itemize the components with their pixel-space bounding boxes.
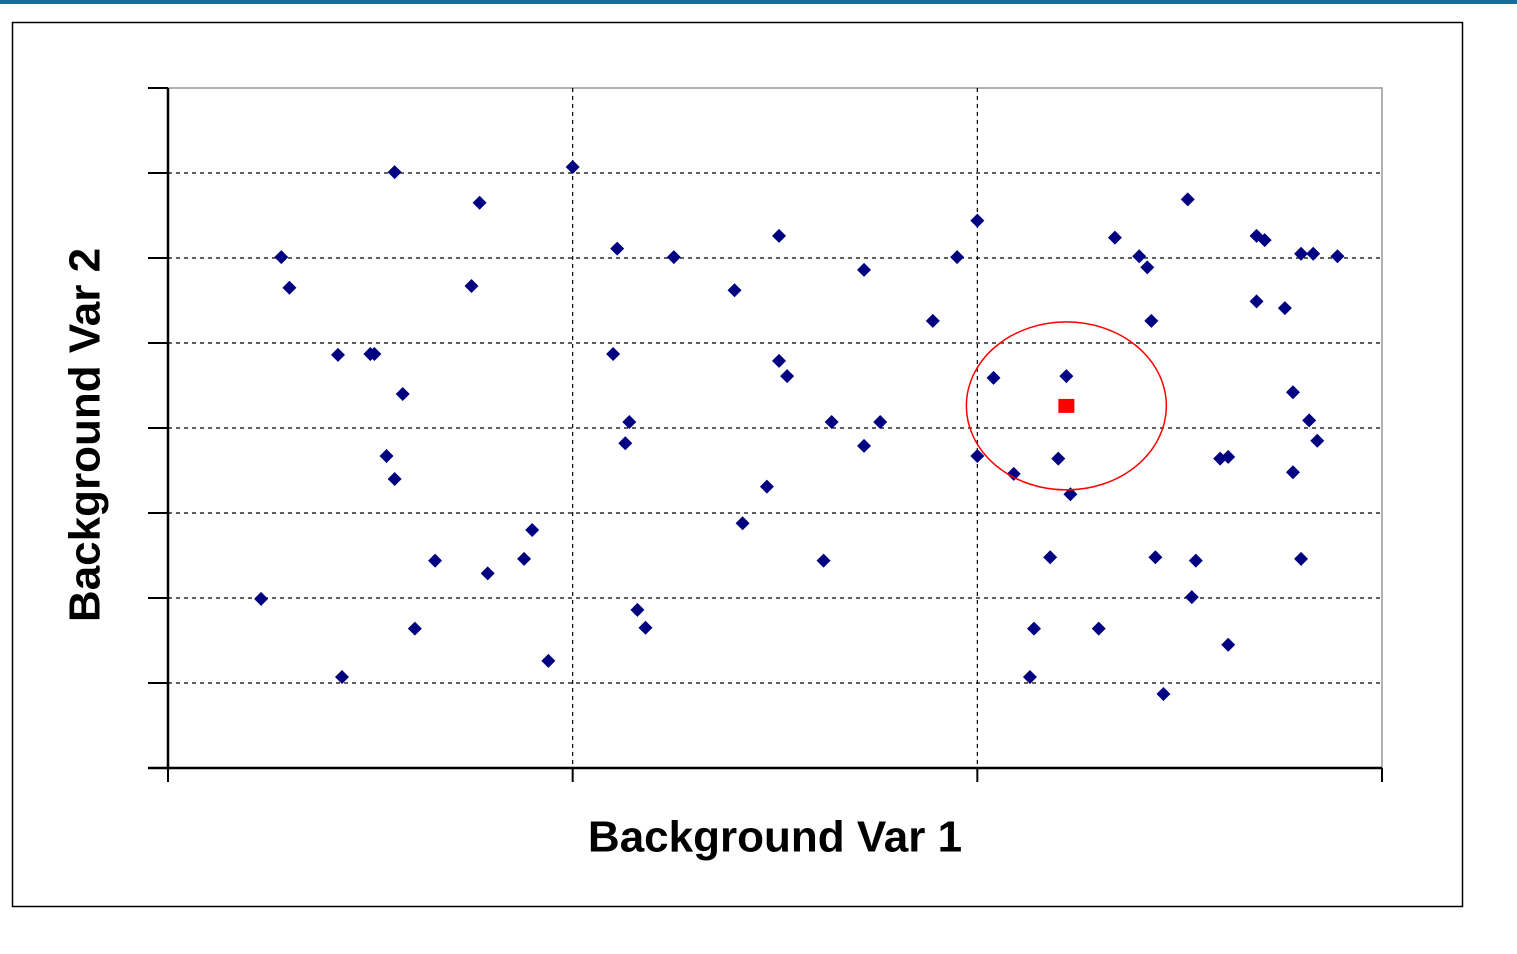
top-bar xyxy=(0,0,1517,4)
point xyxy=(1140,260,1155,275)
point xyxy=(330,347,345,362)
point xyxy=(1285,465,1300,480)
point xyxy=(335,670,350,685)
point xyxy=(1285,385,1300,400)
point xyxy=(857,262,872,277)
point xyxy=(282,280,297,295)
point xyxy=(618,436,633,451)
y-axis-label: Background Var 2 xyxy=(61,248,110,622)
point xyxy=(816,553,831,568)
point xyxy=(367,347,382,362)
point xyxy=(950,250,965,265)
grid xyxy=(148,87,1383,782)
point xyxy=(735,516,750,531)
point xyxy=(1006,466,1021,481)
point xyxy=(407,621,422,636)
point xyxy=(986,370,1001,385)
point xyxy=(824,415,839,430)
point xyxy=(1249,294,1264,309)
point xyxy=(780,369,795,384)
point xyxy=(395,387,410,401)
point xyxy=(772,353,787,368)
point xyxy=(480,566,495,581)
point xyxy=(387,165,402,180)
point xyxy=(970,213,985,228)
point xyxy=(759,479,774,494)
point xyxy=(1310,433,1325,448)
point xyxy=(379,449,394,464)
point xyxy=(857,438,872,453)
point xyxy=(472,195,487,210)
point xyxy=(565,160,580,175)
point xyxy=(1330,249,1345,264)
point xyxy=(1063,487,1078,502)
point xyxy=(1156,687,1171,702)
point xyxy=(970,449,985,464)
point xyxy=(610,241,625,256)
point xyxy=(925,313,940,328)
point xyxy=(525,523,540,537)
point xyxy=(1091,621,1106,636)
point xyxy=(517,551,532,566)
point xyxy=(873,415,888,430)
point xyxy=(1051,451,1066,466)
point xyxy=(1188,553,1203,568)
point xyxy=(428,553,443,568)
point xyxy=(1144,313,1159,328)
x-axis-label: Background Var 1 xyxy=(588,813,962,862)
highlight-circle xyxy=(965,321,1168,491)
point xyxy=(1026,621,1041,636)
point xyxy=(1302,413,1317,428)
point xyxy=(772,228,787,243)
point xyxy=(1148,550,1163,565)
point xyxy=(1107,230,1122,245)
point xyxy=(1059,369,1074,384)
point xyxy=(1058,398,1075,413)
point xyxy=(1221,449,1236,464)
point xyxy=(1257,233,1272,248)
point xyxy=(464,279,479,294)
point xyxy=(1294,551,1309,566)
point xyxy=(727,283,742,298)
point xyxy=(638,620,653,635)
point xyxy=(387,472,402,486)
point xyxy=(1277,301,1292,316)
chart-frame xyxy=(11,21,1464,908)
point xyxy=(1221,637,1236,652)
point xyxy=(1022,670,1037,685)
marks xyxy=(254,160,1345,702)
point xyxy=(1306,246,1321,261)
point xyxy=(254,591,269,606)
point xyxy=(1180,192,1195,207)
point xyxy=(622,415,637,430)
point xyxy=(541,653,556,668)
point xyxy=(1294,246,1309,261)
point xyxy=(274,250,289,265)
point xyxy=(1043,550,1058,565)
point xyxy=(630,602,645,617)
point xyxy=(1132,249,1147,264)
point xyxy=(606,347,621,362)
point xyxy=(666,250,681,265)
point xyxy=(1184,590,1199,605)
